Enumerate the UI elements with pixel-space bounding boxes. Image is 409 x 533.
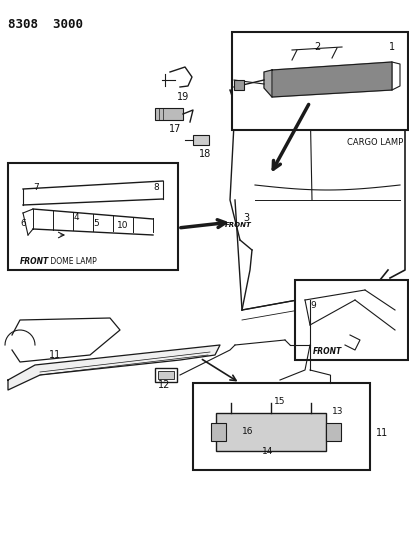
- Text: 12: 12: [157, 380, 170, 390]
- Text: 14: 14: [262, 447, 273, 456]
- Bar: [211, 423, 225, 441]
- Text: 6: 6: [20, 219, 26, 228]
- Bar: [8, 163, 178, 270]
- Text: 4: 4: [73, 214, 79, 222]
- Text: 1: 1: [388, 42, 394, 52]
- Bar: [234, 80, 243, 90]
- Text: DOME LAMP: DOME LAMP: [48, 257, 97, 266]
- Text: 18: 18: [198, 149, 211, 159]
- Text: 19: 19: [176, 92, 189, 102]
- Bar: [325, 423, 340, 441]
- Bar: [193, 383, 369, 470]
- Text: 7: 7: [33, 183, 39, 192]
- Text: 3: 3: [243, 213, 249, 223]
- Text: 17: 17: [169, 124, 181, 134]
- Text: FRONT: FRONT: [20, 257, 49, 266]
- Text: FRONT: FRONT: [312, 348, 342, 357]
- Text: 13: 13: [331, 407, 343, 416]
- Bar: [216, 413, 325, 451]
- Text: 8: 8: [153, 183, 159, 192]
- Text: 10: 10: [117, 221, 128, 230]
- Bar: [157, 371, 173, 379]
- Bar: [193, 135, 209, 145]
- Text: 5: 5: [93, 219, 99, 228]
- Bar: [231, 32, 407, 130]
- Polygon shape: [271, 62, 391, 97]
- Bar: [155, 368, 177, 382]
- Text: 15: 15: [274, 397, 285, 406]
- Bar: [155, 108, 182, 120]
- Bar: [294, 280, 407, 360]
- Text: 8308  3000: 8308 3000: [8, 18, 83, 31]
- Text: 9: 9: [309, 301, 315, 310]
- Text: 2: 2: [313, 42, 319, 52]
- Polygon shape: [263, 70, 271, 97]
- Text: FRONT: FRONT: [225, 222, 251, 228]
- Polygon shape: [8, 345, 220, 390]
- Text: 11: 11: [375, 428, 387, 438]
- Text: 11: 11: [49, 350, 61, 360]
- Text: 16: 16: [242, 426, 253, 435]
- Text: CARGO LAMP: CARGO LAMP: [346, 138, 402, 147]
